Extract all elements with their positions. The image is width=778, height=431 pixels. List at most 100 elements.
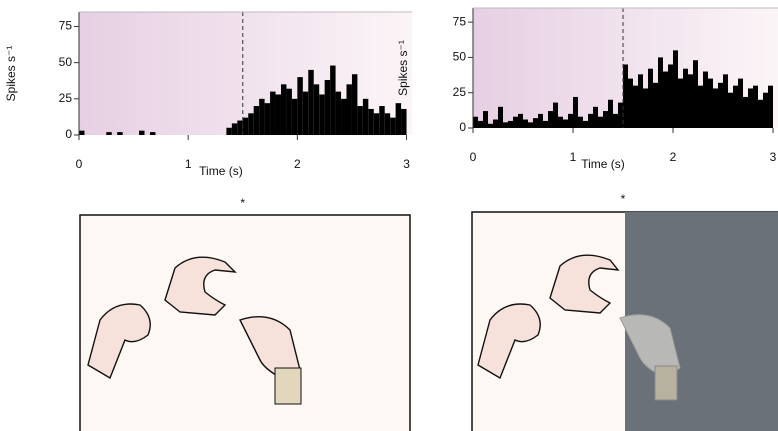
bar bbox=[280, 84, 287, 135]
bar bbox=[286, 88, 292, 135]
y-tick-label: 50 bbox=[453, 50, 467, 64]
bar bbox=[493, 119, 498, 128]
bar bbox=[341, 98, 347, 135]
bar bbox=[237, 120, 243, 135]
bar bbox=[693, 60, 698, 129]
bar bbox=[588, 113, 593, 128]
bar bbox=[79, 130, 85, 135]
bar bbox=[603, 111, 608, 128]
bar bbox=[302, 91, 309, 135]
bar bbox=[618, 102, 623, 128]
bar bbox=[678, 78, 683, 128]
bar bbox=[324, 80, 331, 135]
bar bbox=[231, 123, 238, 135]
bar bbox=[149, 132, 156, 135]
bar bbox=[513, 116, 518, 128]
bar bbox=[373, 113, 380, 135]
bar bbox=[643, 88, 648, 128]
y-tick-label: 75 bbox=[453, 14, 467, 28]
bar bbox=[291, 98, 298, 135]
bar bbox=[658, 57, 663, 128]
bar bbox=[379, 106, 385, 135]
bar bbox=[478, 120, 483, 128]
x-tick-label: 3 bbox=[403, 157, 410, 171]
x-tick-label: 0 bbox=[76, 157, 83, 171]
bar bbox=[264, 103, 271, 135]
bar bbox=[357, 106, 363, 135]
bar bbox=[573, 96, 578, 128]
bar bbox=[608, 99, 613, 128]
bar bbox=[663, 71, 668, 128]
bar bbox=[528, 122, 533, 128]
bar bbox=[330, 65, 336, 135]
bar bbox=[668, 64, 673, 128]
bar bbox=[395, 103, 402, 135]
bar bbox=[346, 84, 352, 135]
x-tick-label: 3 bbox=[770, 150, 777, 164]
bar bbox=[351, 74, 358, 135]
x-axis-label: Time (s) bbox=[581, 157, 625, 171]
y-tick-label: 25 bbox=[453, 85, 467, 99]
bar bbox=[503, 122, 508, 128]
x-axis-label: Time (s) bbox=[199, 164, 243, 178]
condition-marker: * bbox=[240, 196, 245, 210]
bar bbox=[508, 120, 513, 128]
y-tick-label: 75 bbox=[59, 19, 73, 33]
bar bbox=[598, 116, 603, 128]
bar bbox=[708, 78, 713, 128]
bar bbox=[313, 84, 320, 135]
bar bbox=[713, 88, 718, 128]
bar bbox=[538, 113, 543, 128]
bar bbox=[623, 64, 628, 128]
bar bbox=[248, 113, 254, 135]
bar bbox=[723, 74, 728, 128]
bar bbox=[319, 94, 325, 135]
x-tick-label: 2 bbox=[294, 157, 301, 171]
bar bbox=[139, 130, 145, 135]
bar bbox=[275, 94, 281, 135]
bar bbox=[728, 92, 733, 128]
bar bbox=[748, 88, 753, 128]
bar bbox=[390, 117, 396, 135]
y-tick-label: 25 bbox=[59, 91, 73, 105]
y-tick-label: 50 bbox=[59, 55, 73, 69]
bar bbox=[548, 111, 553, 128]
y-axis-label: Spikes s⁻¹ bbox=[4, 46, 18, 102]
bar bbox=[653, 82, 658, 128]
bar bbox=[553, 102, 558, 128]
bar bbox=[583, 120, 588, 128]
bar bbox=[738, 78, 743, 128]
bar bbox=[473, 116, 478, 128]
bar bbox=[483, 111, 488, 128]
bar bbox=[498, 106, 503, 128]
bar bbox=[368, 108, 374, 135]
bar bbox=[578, 116, 583, 128]
bar bbox=[558, 116, 563, 128]
bar bbox=[638, 74, 643, 128]
bar bbox=[648, 68, 653, 128]
bar bbox=[698, 85, 703, 128]
bar bbox=[518, 113, 523, 128]
bar bbox=[401, 108, 407, 135]
x-tick-label: 0 bbox=[470, 150, 477, 164]
x-tick-label: 2 bbox=[670, 150, 677, 164]
bar bbox=[673, 50, 678, 129]
bar bbox=[523, 119, 528, 128]
bar bbox=[743, 96, 748, 128]
bar bbox=[253, 106, 260, 135]
y-tick-label: 0 bbox=[459, 120, 466, 134]
bar bbox=[563, 119, 568, 128]
bar bbox=[753, 85, 758, 128]
bar bbox=[758, 99, 763, 128]
bar bbox=[633, 85, 638, 128]
bar bbox=[768, 85, 773, 128]
bar bbox=[488, 123, 493, 128]
bar bbox=[688, 74, 693, 128]
bar bbox=[628, 78, 633, 128]
bar bbox=[533, 118, 538, 128]
bar bbox=[242, 117, 249, 135]
bar bbox=[106, 132, 112, 135]
bar bbox=[335, 91, 342, 135]
bar bbox=[593, 106, 598, 128]
